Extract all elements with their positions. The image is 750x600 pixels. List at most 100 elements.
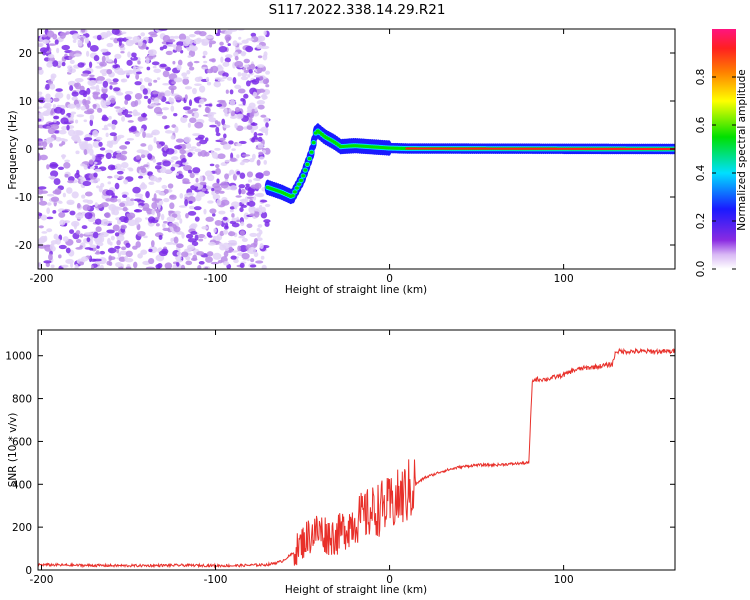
noise-blob bbox=[66, 124, 70, 131]
noise-blob bbox=[111, 29, 120, 35]
snr-x-ticks: -200 -100 0 100 bbox=[30, 330, 574, 586]
noise-blob bbox=[174, 126, 179, 134]
noise-blob bbox=[193, 60, 200, 64]
noise-blob bbox=[165, 241, 175, 245]
noise-blob bbox=[94, 165, 99, 169]
noise-blob bbox=[111, 206, 120, 210]
noise-blob bbox=[218, 242, 223, 246]
noise-blob bbox=[187, 61, 194, 67]
noise-blob bbox=[214, 77, 223, 80]
noise-blob bbox=[172, 60, 176, 65]
noise-blob bbox=[109, 241, 113, 246]
noise-blob bbox=[101, 116, 109, 122]
noise-blob bbox=[92, 258, 102, 262]
noise-blob bbox=[179, 149, 187, 155]
noise-blob bbox=[234, 60, 244, 68]
noise-blob bbox=[170, 87, 175, 95]
noise-blob bbox=[79, 233, 84, 238]
snr-y-tick-label: 600 bbox=[12, 436, 32, 448]
noise-blob bbox=[118, 38, 122, 46]
noise-blob bbox=[200, 149, 208, 157]
noise-blob bbox=[260, 255, 265, 260]
noise-blob bbox=[155, 223, 160, 227]
noise-blob bbox=[123, 216, 129, 224]
noise-blob bbox=[105, 149, 114, 154]
noise-blob bbox=[94, 168, 102, 173]
noise-blob bbox=[243, 212, 249, 220]
noise-blob bbox=[131, 52, 137, 58]
noise-blob bbox=[245, 45, 254, 53]
noise-blob bbox=[132, 36, 140, 44]
noise-blob bbox=[229, 89, 234, 95]
noise-blob bbox=[149, 104, 158, 107]
noise-blob bbox=[110, 235, 115, 241]
noise-blob bbox=[66, 199, 75, 205]
noise-blob bbox=[194, 148, 202, 153]
noise-blob bbox=[147, 135, 154, 138]
noise-blob bbox=[188, 49, 196, 57]
noise-blob bbox=[79, 245, 83, 248]
noise-blob bbox=[106, 68, 113, 75]
noise-blob bbox=[164, 130, 173, 134]
noise-blob bbox=[60, 108, 66, 115]
noise-blob bbox=[176, 261, 180, 267]
noise-blob bbox=[231, 217, 237, 222]
noise-blob bbox=[205, 256, 213, 263]
noise-blob bbox=[156, 143, 162, 149]
noise-blob bbox=[108, 115, 112, 120]
noise-blob bbox=[54, 188, 62, 195]
noise-blob bbox=[253, 251, 259, 258]
noise-blob bbox=[168, 96, 172, 103]
noise-blob bbox=[80, 176, 84, 184]
noise-blob bbox=[222, 143, 232, 150]
noise-blob bbox=[246, 38, 255, 41]
noise-blob bbox=[87, 96, 91, 102]
noise-blob bbox=[218, 45, 228, 53]
noise-blob bbox=[196, 191, 206, 197]
noise-blob bbox=[106, 229, 115, 234]
noise-blob bbox=[256, 64, 265, 68]
noise-blob bbox=[79, 261, 85, 266]
noise-blob bbox=[220, 181, 229, 189]
noise-blob bbox=[114, 182, 120, 190]
noise-blob bbox=[248, 116, 253, 124]
noise-blob bbox=[116, 234, 125, 242]
noise-blob bbox=[89, 74, 95, 78]
noise-blob bbox=[237, 245, 241, 252]
noise-blob bbox=[227, 43, 231, 47]
noise-blob bbox=[151, 61, 160, 66]
colorbar-tick-label: 0.0 bbox=[695, 261, 707, 278]
snr-y-tick-label: 400 bbox=[12, 479, 32, 491]
noise-blob bbox=[240, 76, 249, 81]
noise-blob bbox=[78, 89, 87, 96]
signal-track-mark bbox=[290, 194, 295, 198]
noise-blob bbox=[193, 183, 201, 187]
noise-blob bbox=[89, 45, 99, 52]
noise-blob bbox=[145, 266, 155, 269]
noise-blob bbox=[81, 142, 89, 150]
noise-blob bbox=[73, 53, 82, 57]
noise-blob bbox=[156, 77, 161, 81]
noise-blob bbox=[223, 133, 227, 139]
noise-blob bbox=[152, 65, 157, 69]
noise-blob bbox=[197, 233, 206, 239]
noise-blob bbox=[46, 228, 53, 233]
noise-blob bbox=[126, 213, 131, 218]
noise-blob bbox=[75, 119, 79, 124]
noise-blob bbox=[140, 32, 146, 37]
noise-blob bbox=[109, 132, 117, 137]
noise-blob bbox=[147, 171, 153, 176]
noise-blob bbox=[171, 81, 176, 85]
noise-blob bbox=[83, 119, 88, 123]
snr-frame bbox=[37, 329, 676, 571]
noise-blob bbox=[83, 149, 88, 156]
colorbar-ticks: 0.0 0.2 0.4 0.6 0.8 bbox=[695, 69, 736, 278]
noise-blob bbox=[175, 138, 184, 143]
noise-blob bbox=[58, 129, 67, 135]
noise-blob bbox=[125, 242, 131, 248]
noise-blob bbox=[138, 175, 144, 179]
noise-blob bbox=[49, 83, 56, 90]
noise-blob bbox=[160, 213, 165, 221]
noise-blob bbox=[49, 161, 59, 169]
noise-blob bbox=[121, 108, 129, 116]
